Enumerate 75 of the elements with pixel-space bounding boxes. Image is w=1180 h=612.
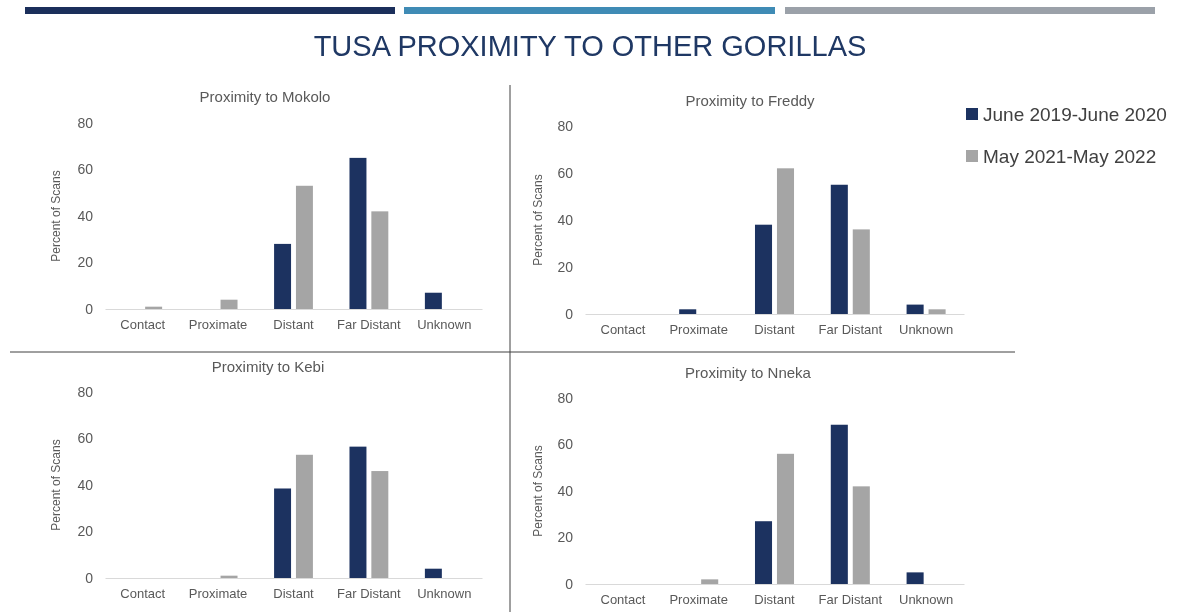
- x-tick-label: Proximate: [188, 317, 248, 333]
- y-tick-label: 40: [77, 476, 94, 493]
- bar: [295, 185, 313, 309]
- chart-title: Proximity to Kebi: [211, 358, 325, 375]
- y-tick-label: 20: [557, 258, 574, 275]
- x-tick-label: Distant: [754, 322, 796, 338]
- bar: [776, 453, 795, 584]
- legend-label: May 2021-May 2022: [983, 146, 1157, 167]
- chart-title: Proximity to Freddy: [685, 92, 816, 109]
- x-tick-label: Distant: [273, 586, 315, 602]
- x-tick-label: Contact: [600, 592, 646, 608]
- bar: [906, 572, 924, 584]
- x-tick-label: Proximate: [669, 592, 728, 608]
- x-tick-label: Far Distant: [818, 322, 883, 338]
- y-tick-label: 0: [85, 569, 94, 586]
- x-tick-label: Contact: [600, 322, 646, 338]
- y-tick-label: 20: [77, 254, 94, 271]
- x-tick-label: Unknown: [417, 586, 472, 602]
- y-tick-label: 60: [77, 161, 94, 178]
- y-tick-label: 40: [557, 211, 574, 228]
- x-tick-label: Unknown: [899, 322, 954, 338]
- bar: [830, 184, 848, 314]
- y-tick-label: 40: [77, 207, 94, 224]
- x-tick-label: Distant: [754, 592, 796, 608]
- x-tick-label: Unknown: [899, 592, 954, 608]
- bar: [349, 157, 367, 309]
- x-tick-label: Contact: [120, 586, 166, 602]
- x-tick-label: Far Distant: [337, 586, 402, 602]
- x-tick-label: Far Distant: [337, 317, 402, 333]
- bar: [220, 299, 238, 309]
- x-tick-label: Distant: [273, 317, 315, 333]
- y-tick-label: 20: [77, 523, 94, 540]
- text: TUSA PROXIMITY TO OTHER GORILLAS: [313, 30, 867, 62]
- y-tick-label: 80: [557, 117, 574, 134]
- x-tick-label: Proximate: [669, 322, 728, 338]
- bar: [776, 168, 795, 314]
- bar: [754, 224, 773, 314]
- y-tick-label: 80: [77, 114, 94, 131]
- y-tick-label: 0: [565, 575, 574, 592]
- y-axis-title: Percent of Scans: [531, 174, 545, 266]
- bar: [274, 243, 292, 309]
- bar: [701, 579, 719, 584]
- bar: [371, 211, 389, 309]
- bar: [679, 309, 697, 314]
- bar: [274, 488, 292, 578]
- bar: [754, 521, 773, 584]
- bar: [295, 454, 313, 578]
- y-tick-label: 80: [557, 389, 574, 406]
- y-tick-label: 80: [77, 383, 94, 400]
- y-axis-title: Percent of Scans: [531, 445, 545, 537]
- y-tick-label: 60: [77, 430, 94, 447]
- bar: [906, 304, 924, 314]
- chart-title: Proximity to Nneka: [685, 364, 812, 381]
- y-axis-title: Percent of Scans: [49, 439, 63, 531]
- x-tick-label: Far Distant: [818, 592, 883, 608]
- bar: [371, 471, 389, 578]
- y-tick-label: 20: [557, 529, 574, 546]
- bar: [852, 229, 870, 314]
- x-tick-label: Proximate: [188, 586, 248, 602]
- y-tick-label: 40: [557, 482, 574, 499]
- bar: [830, 424, 848, 584]
- y-axis-title: Percent of Scans: [49, 170, 63, 262]
- bar: [424, 568, 442, 578]
- bar: [424, 292, 442, 309]
- bar: [852, 486, 870, 584]
- y-tick-label: 60: [557, 436, 574, 453]
- bar: [928, 309, 946, 314]
- y-tick-label: 0: [565, 305, 574, 322]
- legend-label: June 2019-June 2020: [983, 104, 1167, 125]
- y-tick-label: 0: [85, 300, 94, 317]
- bar: [349, 446, 367, 578]
- x-tick-label: Unknown: [417, 317, 472, 333]
- y-tick-label: 60: [557, 164, 574, 181]
- x-tick-label: Contact: [120, 317, 166, 333]
- chart-title: Proximity to Mokolo: [199, 88, 331, 105]
